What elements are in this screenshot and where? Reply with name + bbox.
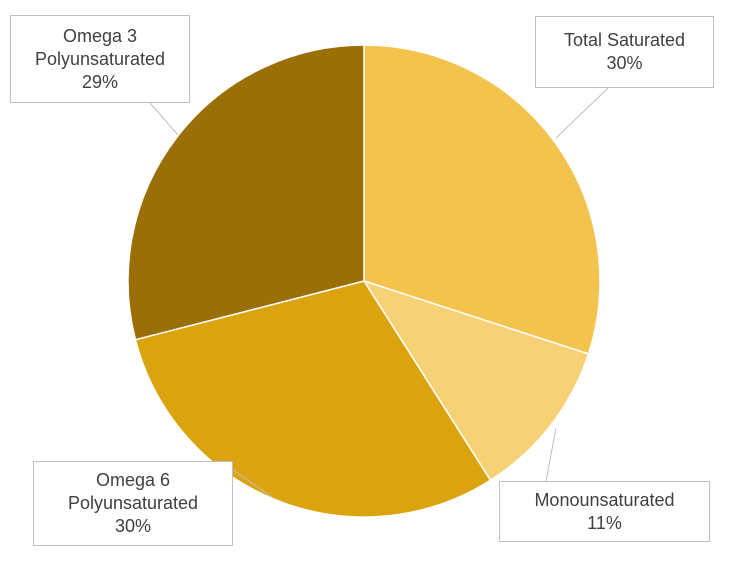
slice-name-line2: Polyunsaturated [34, 48, 166, 69]
leader-line [149, 102, 179, 136]
slice-percent: 11% [587, 512, 622, 533]
slice-name: Monounsaturated [534, 489, 675, 510]
leader-line [545, 427, 557, 482]
pie-slice-omega-3-polyunsaturated [127, 44, 365, 341]
data-label-omega-6: Omega 6 Polyunsaturated 30% [33, 461, 233, 546]
slice-percent: 29% [81, 71, 119, 92]
slice-percent: 30% [114, 516, 152, 536]
slice-name-line2: Polyunsaturated [67, 493, 199, 513]
leader-line [232, 469, 273, 498]
slice-name: Total Saturated [563, 30, 686, 50]
leader-line [555, 87, 609, 139]
pie-slice-monounsaturated [362, 279, 590, 482]
slice-name-line1: Omega 6 [95, 470, 171, 490]
data-label-omega-3: Omega 3 Polyunsaturated 29% [10, 15, 190, 103]
pie-slice-omega-6-polyunsaturated [134, 280, 492, 518]
data-label-total-saturated: Total Saturated 30% [535, 16, 714, 88]
pie-slice-total-saturated [363, 44, 601, 355]
slice-name-line1: Omega 3 [62, 25, 138, 46]
slice-percent: 30% [606, 53, 643, 73]
data-label-monounsaturated: Monounsaturated 11% [499, 481, 710, 542]
